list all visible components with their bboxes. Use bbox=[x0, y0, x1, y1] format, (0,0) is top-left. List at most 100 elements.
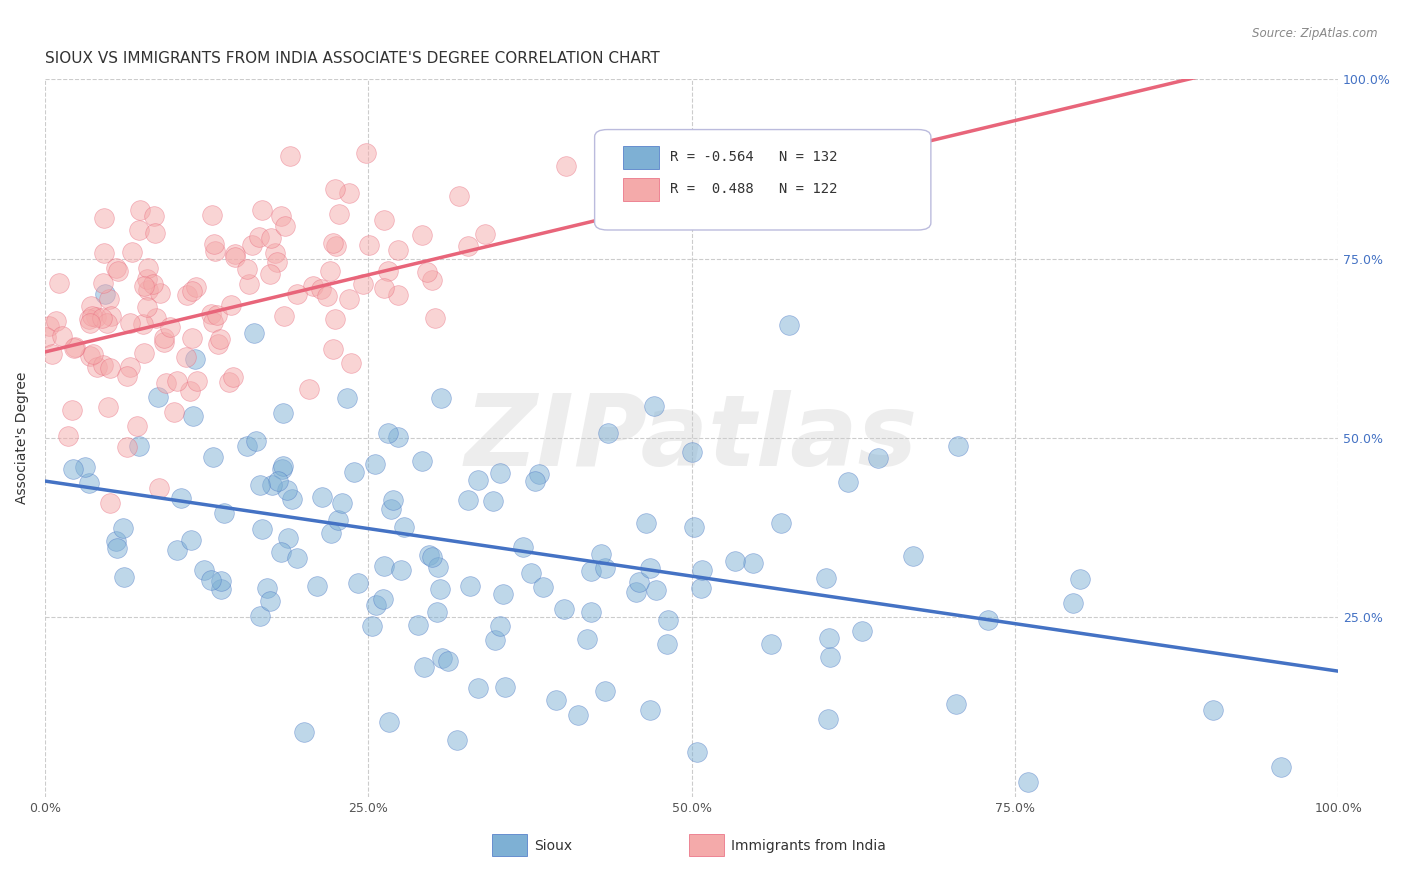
Point bbox=[77, 312, 100, 326]
Point bbox=[100, 310, 122, 324]
Point bbox=[209, 574, 232, 588]
Point bbox=[482, 494, 505, 508]
Point bbox=[63, 341, 86, 355]
Point bbox=[35, 329, 58, 343]
Point bbox=[208, 332, 231, 346]
Point bbox=[321, 525, 343, 540]
Point bbox=[392, 520, 415, 534]
Point bbox=[79, 316, 101, 330]
Point bbox=[273, 459, 295, 474]
Point bbox=[250, 522, 273, 536]
Point bbox=[148, 286, 170, 301]
Point bbox=[93, 246, 115, 260]
Point bbox=[426, 559, 449, 574]
Point bbox=[153, 334, 176, 349]
Point bbox=[142, 277, 165, 292]
Point bbox=[292, 725, 315, 739]
Point bbox=[166, 374, 188, 388]
Point bbox=[104, 534, 127, 549]
Point bbox=[387, 244, 409, 258]
Point bbox=[851, 624, 873, 639]
Point bbox=[544, 693, 567, 707]
Point bbox=[489, 619, 512, 633]
Point bbox=[136, 271, 159, 285]
Point bbox=[406, 618, 429, 632]
Point bbox=[249, 608, 271, 623]
Point bbox=[416, 265, 439, 279]
Point bbox=[315, 289, 337, 303]
Point bbox=[447, 189, 470, 203]
Point bbox=[132, 317, 155, 331]
Point bbox=[96, 317, 118, 331]
Text: Source: ZipAtlas.com: Source: ZipAtlas.com bbox=[1253, 27, 1378, 40]
FancyBboxPatch shape bbox=[595, 129, 931, 230]
Point bbox=[250, 202, 273, 217]
Text: ZIPatlas: ZIPatlas bbox=[465, 390, 918, 486]
Point bbox=[273, 309, 295, 323]
Point bbox=[387, 287, 409, 301]
Point bbox=[143, 226, 166, 240]
Point bbox=[222, 370, 245, 384]
Point bbox=[364, 458, 387, 472]
Point bbox=[868, 451, 890, 466]
Point bbox=[249, 477, 271, 491]
Point bbox=[267, 475, 290, 489]
Point bbox=[270, 210, 292, 224]
Point bbox=[271, 406, 294, 420]
Point bbox=[93, 287, 115, 301]
Point bbox=[91, 311, 114, 326]
Point bbox=[492, 587, 515, 601]
Point bbox=[256, 581, 278, 595]
Point bbox=[418, 548, 440, 562]
Point bbox=[430, 651, 453, 665]
Point bbox=[761, 637, 783, 651]
Point bbox=[636, 516, 658, 530]
Point bbox=[170, 491, 193, 505]
Point bbox=[91, 358, 114, 372]
Point bbox=[136, 300, 159, 314]
Point bbox=[98, 292, 121, 306]
Point bbox=[426, 605, 449, 619]
Point bbox=[65, 340, 87, 354]
Point bbox=[389, 563, 412, 577]
Point bbox=[204, 244, 226, 259]
Point bbox=[105, 541, 128, 555]
Point bbox=[274, 219, 297, 234]
Point bbox=[238, 277, 260, 292]
Point bbox=[489, 466, 512, 480]
Point bbox=[567, 707, 589, 722]
Point bbox=[93, 211, 115, 226]
Point bbox=[115, 440, 138, 454]
Point bbox=[690, 563, 713, 577]
Point bbox=[977, 613, 1000, 627]
Point bbox=[326, 513, 349, 527]
Point bbox=[681, 445, 703, 459]
Point bbox=[467, 681, 489, 695]
Point bbox=[148, 481, 170, 495]
Point bbox=[181, 409, 204, 424]
Point bbox=[121, 245, 143, 260]
Point bbox=[249, 230, 271, 244]
Point bbox=[336, 391, 359, 405]
Point bbox=[638, 703, 661, 717]
Point bbox=[145, 311, 167, 326]
Point bbox=[311, 490, 333, 504]
Point bbox=[484, 633, 506, 648]
Point bbox=[128, 223, 150, 237]
Point bbox=[132, 346, 155, 360]
Point bbox=[1069, 572, 1091, 586]
Point bbox=[80, 299, 103, 313]
Point bbox=[576, 632, 599, 646]
Point bbox=[159, 319, 181, 334]
Point bbox=[359, 237, 381, 252]
Point bbox=[624, 584, 647, 599]
Point bbox=[323, 182, 346, 196]
Point bbox=[683, 520, 706, 534]
Point bbox=[837, 475, 859, 489]
Point bbox=[276, 483, 298, 497]
Point bbox=[270, 544, 292, 558]
Point bbox=[136, 283, 159, 297]
Point bbox=[155, 376, 177, 390]
Point bbox=[946, 439, 969, 453]
Point bbox=[142, 209, 165, 223]
